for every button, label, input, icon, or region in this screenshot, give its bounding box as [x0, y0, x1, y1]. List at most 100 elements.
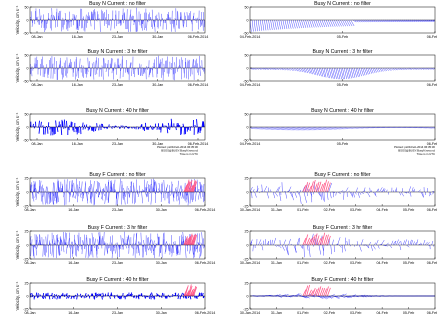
velocity-stick: [372, 67, 376, 73]
panel-title: Busy N Current : no filter: [89, 1, 146, 7]
velocity-stick: [261, 184, 263, 193]
velocity-stick: [367, 244, 370, 248]
velocity-stick: [335, 67, 339, 80]
velocity-stick: [189, 295, 192, 300]
highlight-stick: [315, 287, 320, 297]
y-tick-label: 50: [25, 112, 29, 116]
velocity-stick: [420, 242, 422, 246]
velocity-stick: [177, 244, 179, 254]
velocity-stick: [342, 293, 347, 297]
velocity-stick: [310, 126, 313, 131]
chart-panel: Busy F Current : no filter 25 0 -2530-Jan-2…: [240, 172, 437, 212]
x-tick-label: 31-Jan: [271, 208, 282, 212]
velocity-stick: [41, 295, 44, 299]
velocity-stick: [354, 126, 357, 129]
velocity-stick: [309, 126, 312, 131]
velocity-stick: [175, 126, 177, 131]
velocity-stick: [37, 19, 39, 23]
x-tick-label: 30-Jan-2014: [240, 208, 260, 212]
velocity-stick: [340, 19, 344, 27]
velocity-stick: [148, 184, 150, 193]
x-tick-label: 02-Feb: [324, 208, 335, 212]
velocity-stick: [337, 67, 341, 80]
velocity-stick: [40, 121, 42, 128]
y-tick-label: -25: [23, 257, 28, 261]
velocity-stick: [285, 244, 289, 255]
velocity-stick: [82, 241, 84, 246]
velocity-stick: [58, 244, 60, 256]
velocity-stick: [152, 178, 154, 193]
velocity-stick: [39, 240, 42, 246]
highlight-stick: [308, 289, 312, 297]
velocity-stick: [94, 126, 97, 132]
velocity-stick: [101, 123, 104, 128]
velocity-stick: [165, 191, 167, 194]
velocity-stick: [428, 19, 434, 22]
panel-title: Busy N Current : 3 hr filter: [88, 49, 148, 55]
velocity-stick: [283, 126, 286, 131]
velocity-stick: [303, 191, 307, 203]
velocity-stick: [416, 67, 419, 70]
velocity-stick: [99, 182, 101, 193]
velocity-stick: [153, 19, 155, 27]
y-tick-label: 0: [27, 18, 29, 22]
velocity-stick: [199, 244, 202, 259]
velocity-stick: [266, 240, 270, 246]
velocity-stick: [272, 191, 276, 199]
velocity-stick: [402, 19, 407, 22]
velocity-stick: [192, 15, 194, 21]
velocity-stick: [263, 126, 266, 130]
highlight-stick: [323, 288, 327, 297]
x-tick-label: 03-Feb: [350, 208, 361, 212]
velocity-stick: [394, 240, 397, 246]
y-tick-label: -25: [243, 204, 248, 208]
velocity-stick: [144, 67, 146, 72]
velocity-stick: [406, 67, 409, 70]
velocity-stick: [327, 126, 330, 130]
velocity-stick: [133, 295, 136, 298]
velocity-stick: [114, 189, 117, 193]
velocity-stick: [402, 240, 405, 246]
x-tick-label: 30-Jan: [152, 142, 163, 146]
velocity-stick: [318, 295, 323, 299]
panel-title: Busy F Current : 3 hr filter: [88, 225, 148, 231]
velocity-stick: [131, 67, 133, 77]
velocity-stick: [360, 191, 365, 194]
velocity-stick: [73, 295, 75, 298]
velocity-stick: [189, 191, 191, 204]
velocity-stick: [289, 191, 293, 197]
velocity-stick: [309, 19, 313, 28]
x-tick-label: 04-Feb: [376, 208, 387, 212]
velocity-stick: [195, 191, 197, 202]
velocity-stick: [35, 188, 37, 193]
velocity-stick: [76, 184, 78, 193]
velocity-stick: [305, 19, 309, 28]
y-tick-label: 25: [245, 229, 249, 233]
velocity-stick: [88, 244, 90, 257]
velocity-stick: [102, 189, 104, 193]
velocity-stick: [291, 67, 295, 71]
velocity-stick: [55, 120, 57, 128]
velocity-stick: [39, 294, 41, 297]
velocity-stick: [132, 191, 133, 204]
velocity-stick: [140, 19, 142, 29]
velocity-stick: [264, 126, 267, 130]
velocity-stick: [276, 19, 279, 30]
velocity-stick: [305, 295, 310, 299]
velocity-stick: [153, 188, 156, 193]
x-tick-label: 06-Feb-2014: [188, 142, 209, 146]
velocity-stick: [149, 188, 151, 193]
highlight-stick: [188, 285, 193, 297]
velocity-stick: [332, 19, 336, 27]
velocity-stick: [347, 126, 350, 130]
velocity-stick: [278, 19, 281, 30]
velocity-stick: [121, 180, 123, 193]
velocity-stick: [130, 62, 132, 69]
velocity-stick: [365, 244, 370, 249]
velocity-stick: [414, 188, 416, 193]
velocity-stick: [128, 234, 130, 246]
x-tick-label: 08-Jan: [32, 35, 43, 39]
velocity-stick: [433, 244, 435, 247]
velocity-stick: [35, 244, 37, 256]
velocity-stick: [252, 126, 255, 130]
